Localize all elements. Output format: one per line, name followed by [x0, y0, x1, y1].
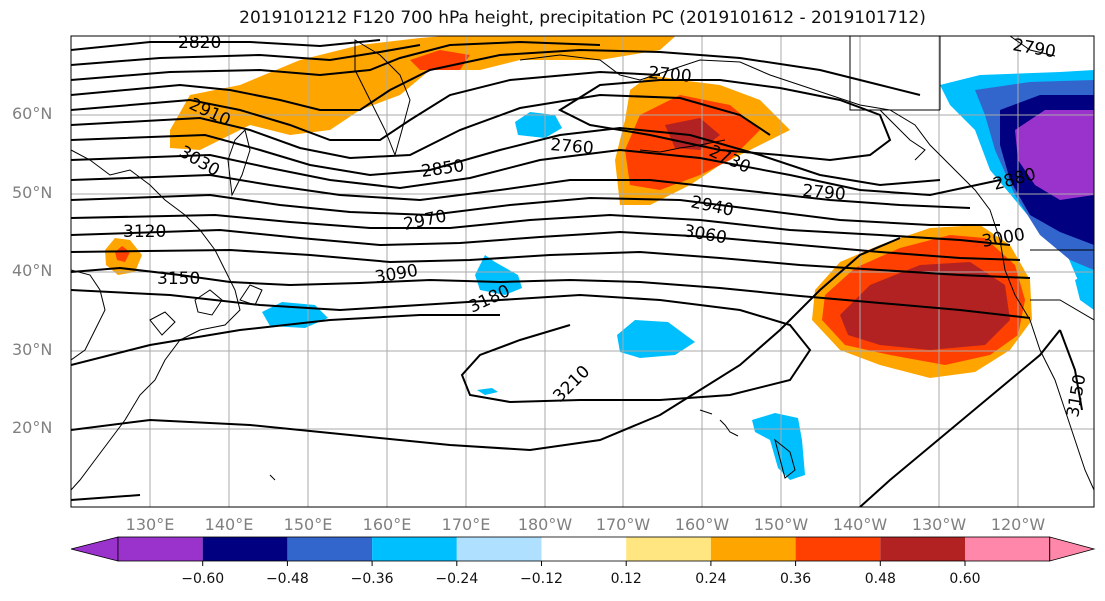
anomaly-area-negative [1015, 110, 1094, 200]
colorbar-tick-label: 0.12 [610, 571, 642, 587]
colorbar-bin [372, 537, 457, 561]
colorbar-extend-high [1049, 536, 1096, 562]
lat-label: 20°N [12, 418, 53, 437]
lon-label: 120°W [990, 515, 1046, 534]
contour-label: 3120 [123, 222, 166, 242]
colorbar-bin [118, 537, 203, 561]
lon-label: 150°E [283, 515, 333, 534]
contour-label: 3150 [157, 269, 200, 289]
contour-label: 2700 [648, 63, 693, 87]
colorbar-bin [456, 537, 542, 561]
lon-label: 160°E [362, 515, 412, 534]
anomaly-area-positive [170, 36, 676, 150]
anomaly-area-positive [115, 246, 130, 262]
colorbar-tick-label: −0.24 [435, 571, 479, 587]
colorbar-tick-label: −0.36 [350, 571, 394, 587]
lon-label: 140°W [832, 515, 888, 534]
lon-label: 170°E [441, 515, 491, 534]
contour-label: 2820 [178, 33, 221, 53]
lat-label: 60°N [12, 104, 53, 123]
lon-label: 130°W [911, 515, 967, 534]
lat-label: 40°N [12, 261, 53, 280]
lon-label: 130°E [125, 515, 175, 534]
lon-label: 140°E [204, 515, 254, 534]
colorbar-tick-label: 0.60 [949, 571, 981, 587]
colorbar-tick-label: −0.60 [181, 571, 225, 587]
contour-label: 2790 [802, 181, 847, 205]
colorbar-tick-label: 0.24 [695, 571, 727, 587]
lat-label: 50°N [12, 183, 53, 202]
colorbar-bin [710, 537, 796, 561]
colorbar-extend-low [70, 536, 119, 562]
height-contours [71, 39, 1083, 507]
colorbar-bin [202, 537, 288, 561]
lat-label: 30°N [12, 340, 53, 359]
colorbar-bin [965, 537, 1050, 561]
anomaly-area-negative [477, 388, 498, 395]
anomaly-area-negative [617, 320, 695, 358]
colorbar-tick-label: −0.12 [520, 571, 563, 587]
colorbar-bin [880, 537, 965, 561]
lon-label: 150°W [753, 515, 809, 534]
lon-label: 170°W [595, 515, 651, 534]
lon-label: 160°W [674, 515, 730, 534]
colorbar-bin [795, 537, 881, 561]
colorbar-tick-label: 0.36 [780, 571, 812, 587]
colorbar-bin [287, 537, 373, 561]
lon-label: 180°W [517, 515, 573, 534]
colorbar-tick-label: −0.48 [265, 571, 309, 587]
colorbar-bin [626, 537, 711, 561]
anomaly-area-negative [752, 413, 805, 480]
colorbar-bin [541, 537, 627, 561]
colorbar [70, 536, 1096, 566]
anomaly-area-negative [515, 112, 562, 138]
precip-shading [105, 36, 1094, 480]
map-title: 2019101212 F120 700 hPa height, precipit… [239, 8, 926, 28]
anomaly-area-negative [1075, 270, 1094, 310]
contour-label: 2760 [550, 135, 595, 159]
map-frame [70, 35, 1095, 508]
colorbar-tick-label: 0.48 [864, 571, 896, 587]
anomaly-area-negative [475, 255, 522, 295]
